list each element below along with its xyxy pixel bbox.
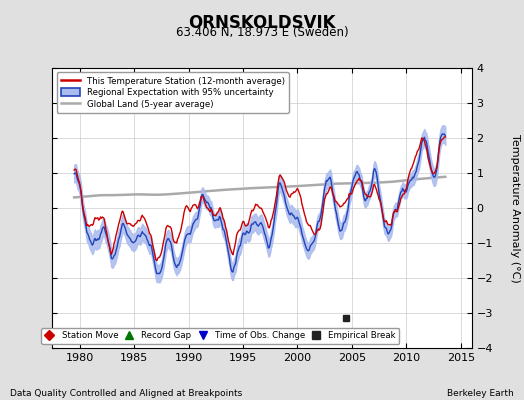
Legend: Station Move, Record Gap, Time of Obs. Change, Empirical Break: Station Move, Record Gap, Time of Obs. C… — [41, 328, 399, 344]
Text: Berkeley Earth: Berkeley Earth — [447, 389, 514, 398]
Text: 63.406 N, 18.973 E (Sweden): 63.406 N, 18.973 E (Sweden) — [176, 26, 348, 39]
Y-axis label: Temperature Anomaly (°C): Temperature Anomaly (°C) — [510, 134, 520, 282]
Text: ORNSKOLDSVIK: ORNSKOLDSVIK — [188, 14, 336, 32]
Text: Data Quality Controlled and Aligned at Breakpoints: Data Quality Controlled and Aligned at B… — [10, 389, 243, 398]
